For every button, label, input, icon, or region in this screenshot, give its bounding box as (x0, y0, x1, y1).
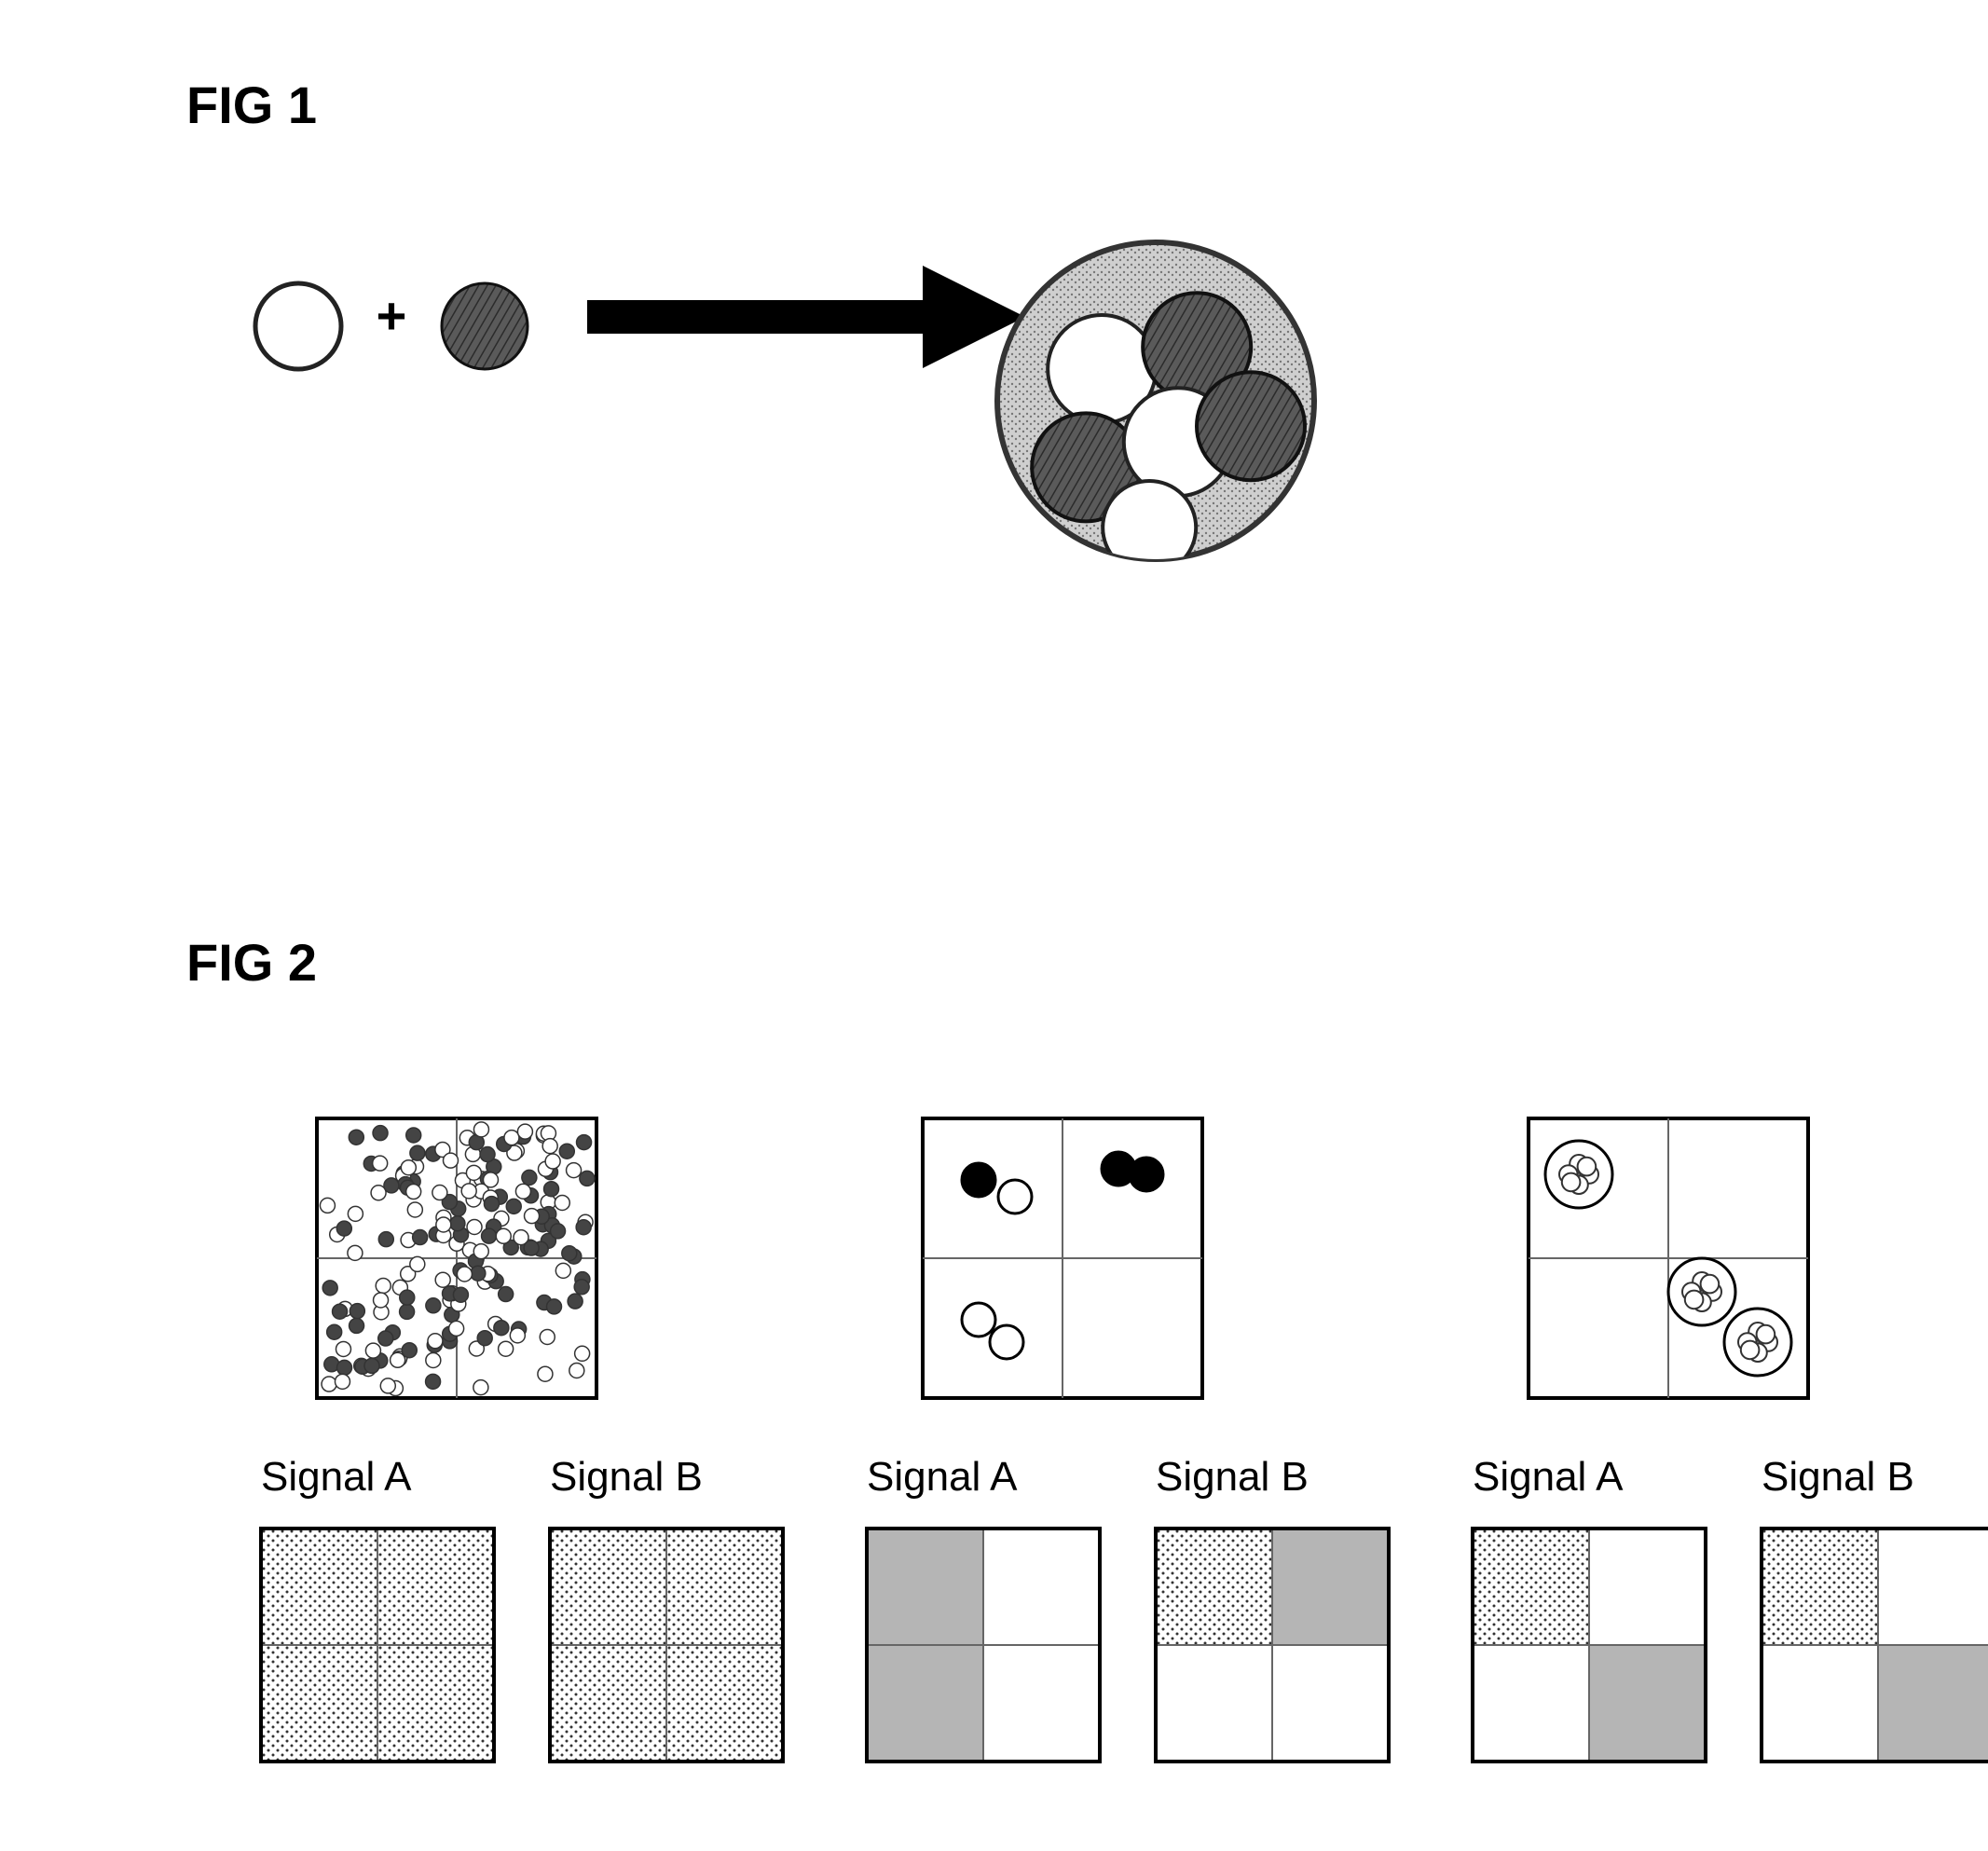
fig2-title: FIG 2 (186, 932, 317, 993)
fig1-cluster (988, 233, 1323, 569)
signal-b-grid-0 (550, 1529, 783, 1762)
fig1-arrow (578, 256, 1035, 377)
label-signal-b-0: Signal B (550, 1454, 703, 1501)
signal-a-grid-0 (261, 1529, 494, 1762)
fig2-top-grid-1 (923, 1118, 1202, 1398)
label-signal-a-1: Signal A (867, 1454, 1017, 1501)
signal-a-wrap-0 (261, 1529, 494, 1766)
svg-text:+: + (377, 286, 407, 345)
fig2-top-grid-2 (1529, 1118, 1808, 1398)
fig1-operands: + (242, 261, 559, 391)
fig1-title: FIG 1 (186, 75, 317, 135)
signal-a-grid-1 (867, 1529, 1100, 1762)
signal-b-wrap-1 (1156, 1529, 1389, 1766)
label-signal-b-2: Signal B (1762, 1454, 1914, 1501)
signal-a-wrap-2 (1473, 1529, 1706, 1766)
fig2-top-grid-0 (317, 1118, 596, 1398)
signal-b-grid-1 (1156, 1529, 1389, 1762)
page: FIG 1 + FIG 2 Signal A Signal B Signal A Si… (0, 0, 1988, 1851)
signal-a-wrap-1 (867, 1529, 1100, 1766)
label-signal-a-2: Signal A (1473, 1454, 1623, 1501)
label-signal-a-0: Signal A (261, 1454, 411, 1501)
fig2-top-0 (317, 1118, 596, 1403)
signal-b-wrap-0 (550, 1529, 783, 1766)
fig2-top-2 (1529, 1118, 1808, 1403)
signal-b-grid-2 (1762, 1529, 1988, 1762)
label-signal-b-1: Signal B (1156, 1454, 1309, 1501)
signal-b-wrap-2 (1762, 1529, 1988, 1766)
fig2-top-1 (923, 1118, 1202, 1403)
signal-a-grid-2 (1473, 1529, 1706, 1762)
